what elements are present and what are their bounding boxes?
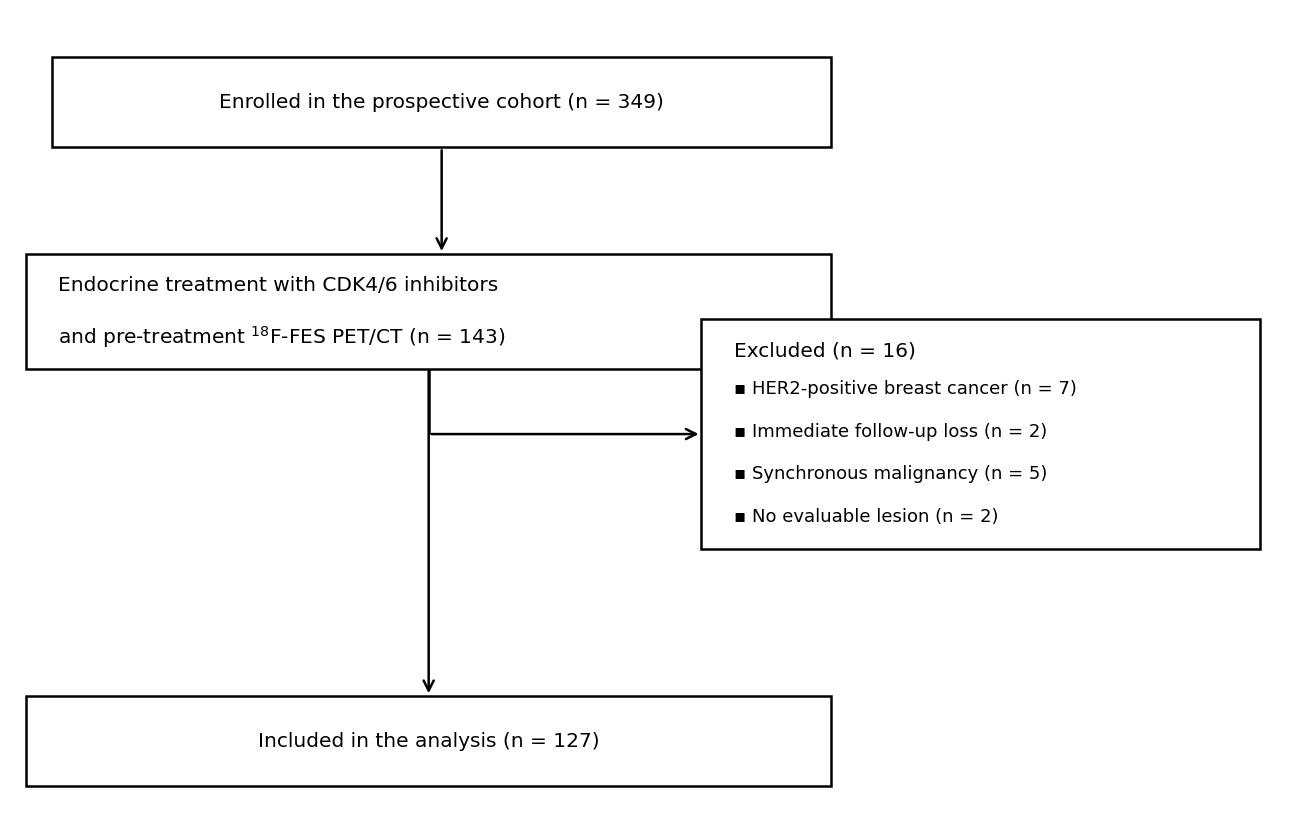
Text: ▪ HER2-positive breast cancer (n = 7): ▪ HER2-positive breast cancer (n = 7) [734,380,1077,398]
Bar [701,319,1260,549]
Text: Endocrine treatment with CDK4/6 inhibitors: Endocrine treatment with CDK4/6 inhibito… [58,275,499,295]
Text: and pre-treatment $^{18}$F-FES PET/CT (n = 143): and pre-treatment $^{18}$F-FES PET/CT (n… [58,324,505,351]
Text: ▪ No evaluable lesion (n = 2): ▪ No evaluable lesion (n = 2) [734,508,999,526]
Bar [52,57,831,147]
Text: Enrolled in the prospective cohort (n = 349): Enrolled in the prospective cohort (n = … [220,93,664,112]
Text: Included in the analysis (n = 127): Included in the analysis (n = 127) [259,731,599,751]
Text: ▪ Immediate follow-up loss (n = 2): ▪ Immediate follow-up loss (n = 2) [734,423,1047,441]
Bar [26,696,831,786]
Text: Excluded (n = 16): Excluded (n = 16) [734,341,916,360]
Bar [26,254,831,369]
Text: ▪ Synchronous malignancy (n = 5): ▪ Synchronous malignancy (n = 5) [734,465,1047,483]
